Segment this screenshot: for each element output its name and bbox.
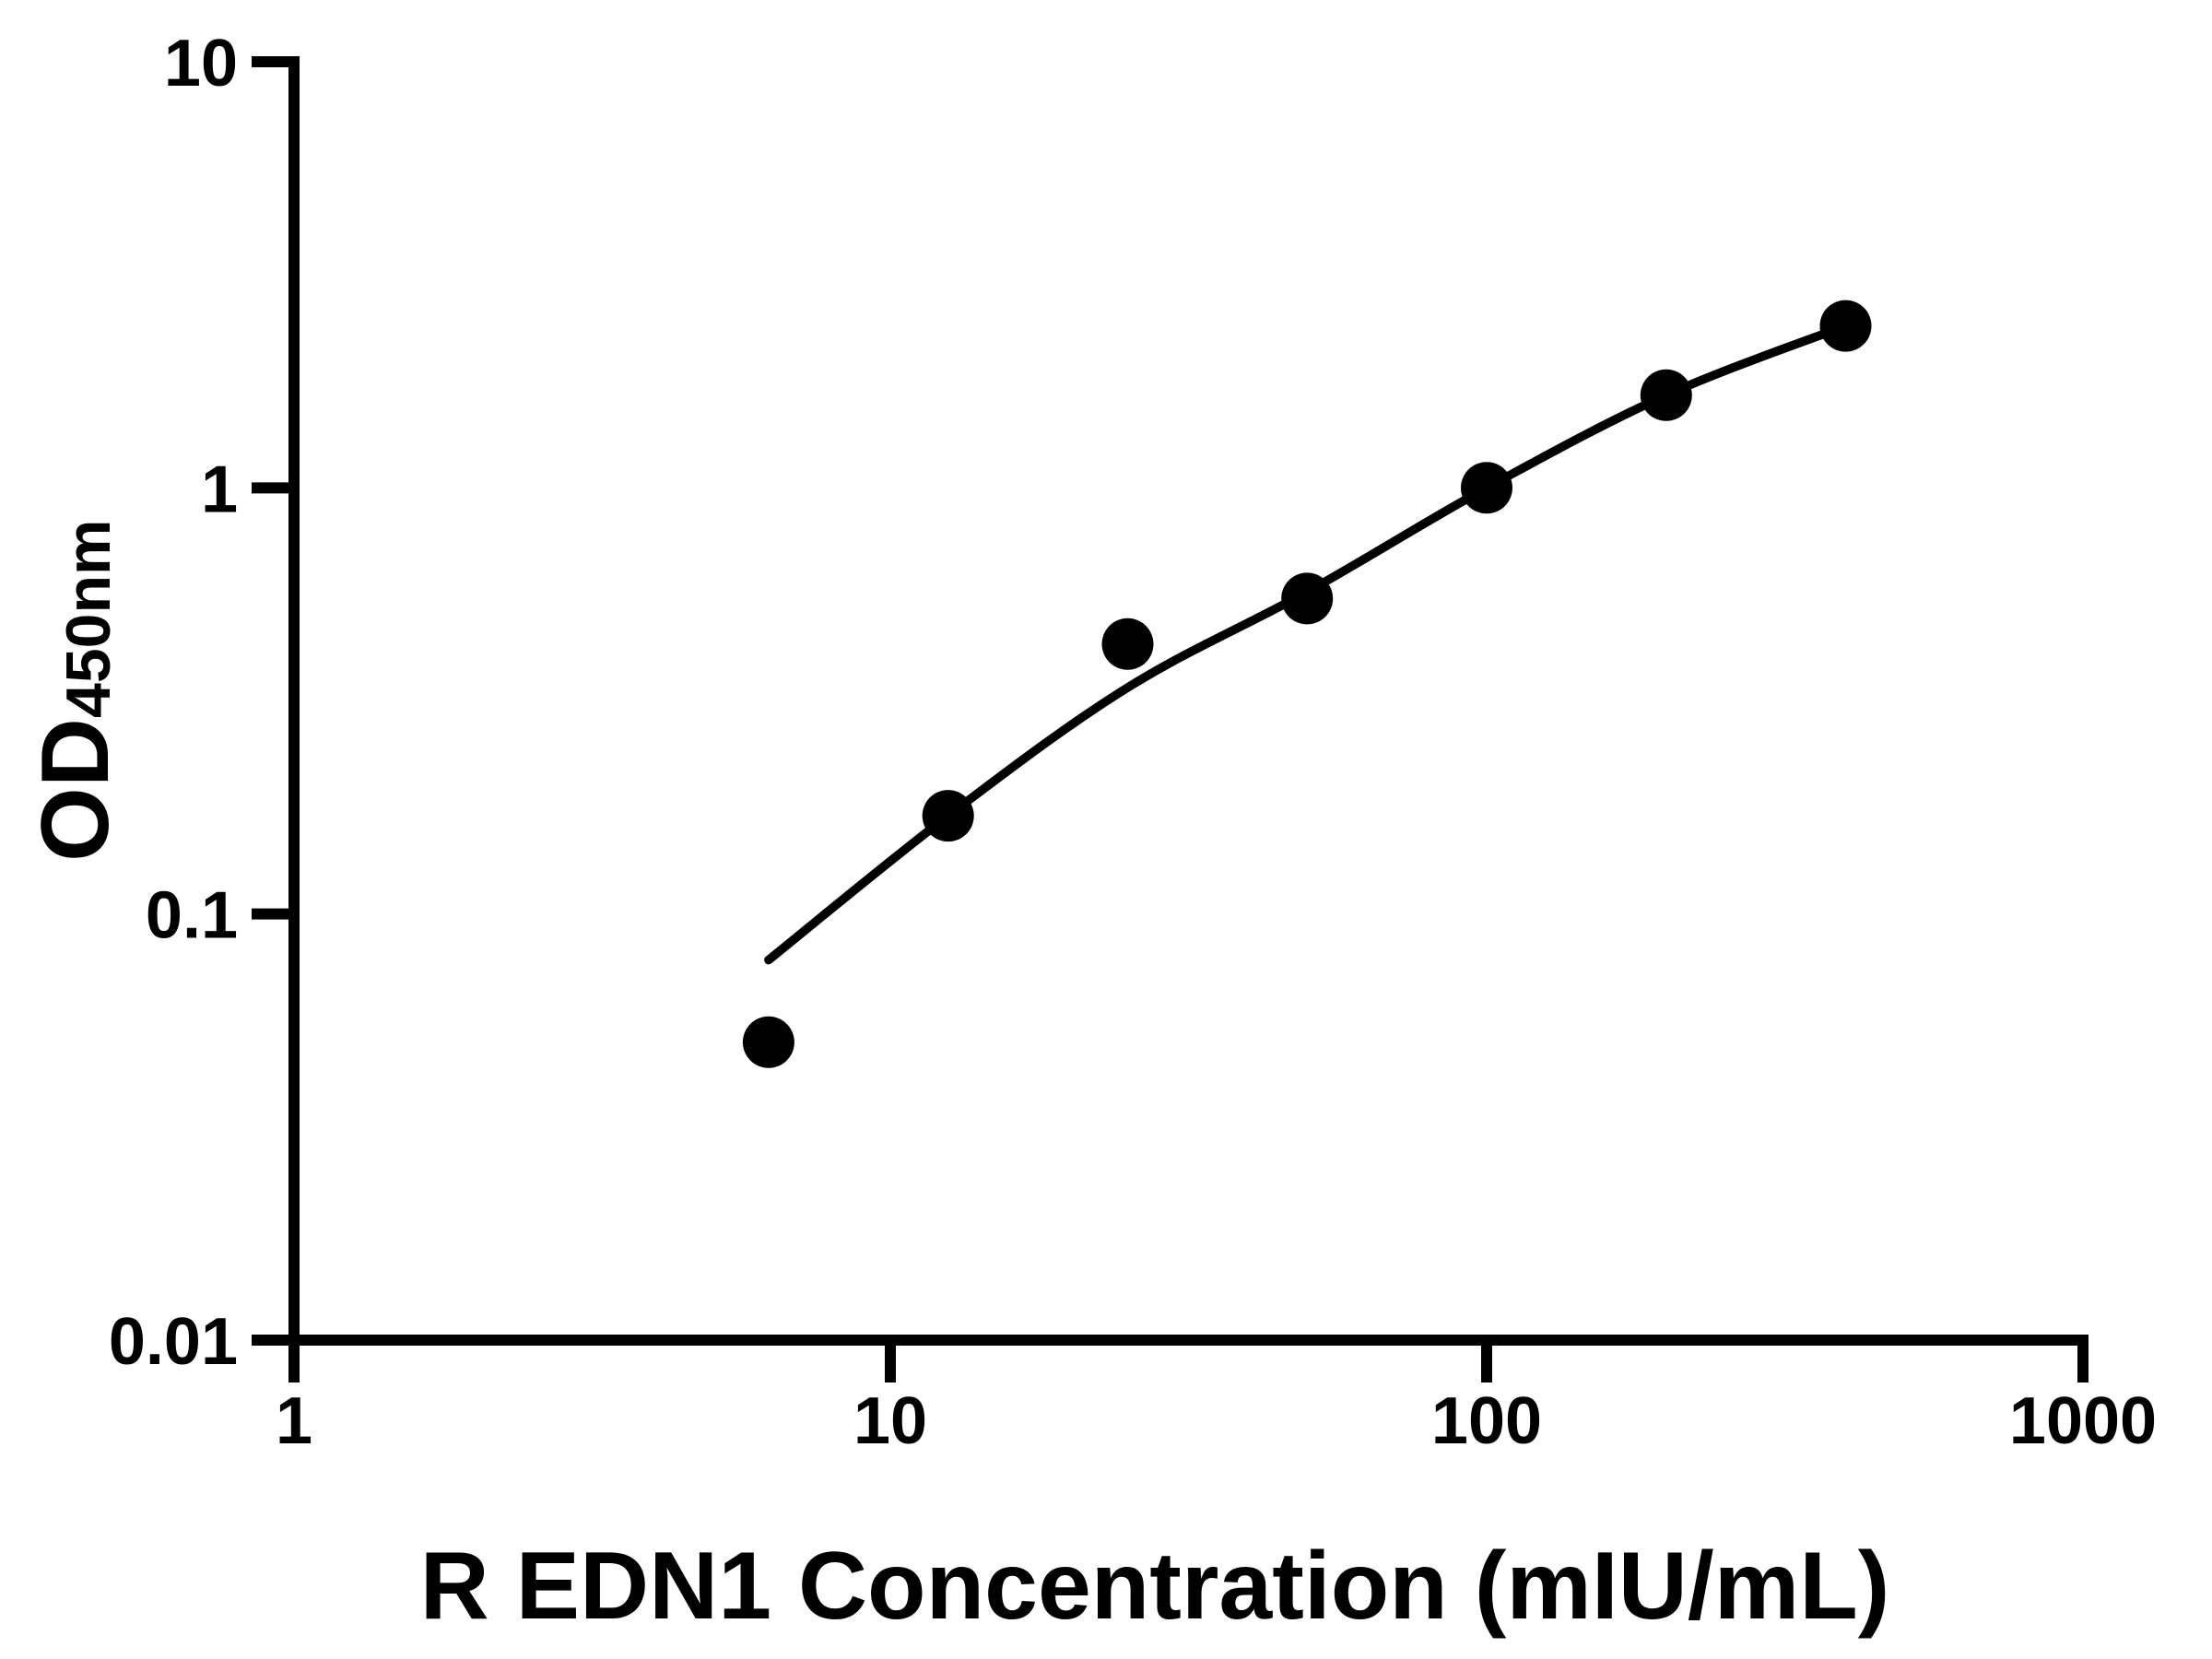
y-axis-title: OD450nm [22,520,129,862]
x-axis-tick-label: 100 [1431,1384,1542,1458]
y-axis-tick-label: 1 [201,453,238,526]
data-point [1640,369,1692,421]
y-axis-tick-label: 0.01 [109,1305,238,1379]
fit-curve [764,321,1851,965]
x-axis-tick-label: 1 [276,1384,312,1458]
x-axis-title: R EDN1 Concentration (mIU/mL) [420,1533,1890,1640]
y-axis-title-sub: 450nm [53,520,124,718]
data-point [1819,300,1872,352]
data-point [922,790,974,842]
y-axis-tick-label: 0.1 [146,879,238,953]
y-axis-title-main: OD [22,718,129,862]
data-point [1461,462,1512,514]
axes: 0.01 0.1 1 10 1 10 100 1000 [109,27,2157,1458]
x-axis-tick-label: 1000 [2009,1384,2157,1458]
series [742,300,1872,1068]
x-axis-tick-label: 10 [853,1384,927,1458]
data-point [742,1016,794,1068]
data-point [1281,572,1334,625]
data-point [1101,618,1154,670]
y-axis-tick-label: 10 [164,27,238,100]
